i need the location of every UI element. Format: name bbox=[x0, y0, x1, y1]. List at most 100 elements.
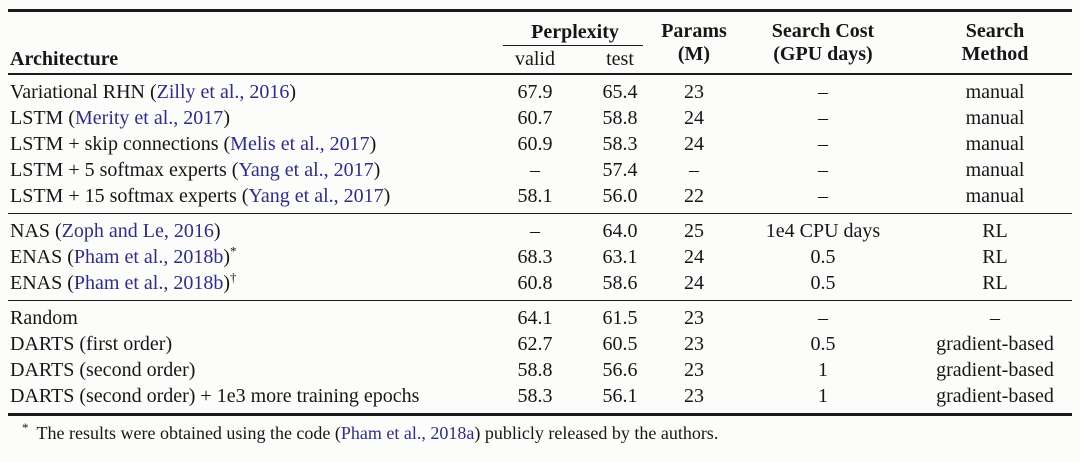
search-method-cell: manual bbox=[965, 185, 1025, 207]
col-header-architecture: Architecture bbox=[10, 48, 119, 70]
valid-perplexity-cell: 64.1 bbox=[517, 307, 553, 329]
static-text: ) bbox=[373, 159, 381, 181]
search-cost-cell: – bbox=[818, 159, 828, 181]
static-text: NAS ( bbox=[10, 220, 62, 242]
test-perplexity-cell: 56.1 bbox=[602, 385, 638, 407]
static-text: DARTS (second order) + 1e3 more training… bbox=[10, 385, 420, 407]
col-header-test: test bbox=[606, 48, 634, 70]
params-cell: 25 bbox=[684, 220, 704, 242]
table-row: DARTS (second order) 58.8 56.6 23 1 gradient-… bbox=[8, 357, 1072, 383]
search-method-cell: – bbox=[990, 307, 1000, 329]
test-perplexity-cell: 65.4 bbox=[602, 81, 638, 103]
search-cost-label-line2: (GPU days) bbox=[773, 42, 873, 65]
col-header-params: Params (M) bbox=[660, 11, 728, 75]
citation-link[interactable]: Yang et al., 2017 bbox=[248, 185, 384, 207]
architecture-cell: DARTS (second order) bbox=[8, 357, 490, 383]
citation-link[interactable]: Merity et al., 2017 bbox=[75, 107, 224, 129]
params-cell: 23 bbox=[684, 359, 704, 381]
valid-perplexity-cell: 67.9 bbox=[517, 81, 553, 103]
test-perplexity-cell: 58.3 bbox=[602, 133, 638, 155]
static-text: DARTS (first order) bbox=[10, 333, 173, 355]
table-row: DARTS (second order) + 1e3 more training… bbox=[8, 383, 1072, 415]
test-perplexity-cell: 60.5 bbox=[602, 333, 638, 355]
architecture-cell: LSTM (Merity et al., 2017) bbox=[8, 105, 490, 131]
table-row: LSTM (Merity et al., 2017) 60.7 58.8 24 – man… bbox=[8, 105, 1072, 131]
architecture-cell: LSTM + skip connections (Melis et al., 2… bbox=[8, 131, 490, 157]
footnote-reference-marker: * bbox=[230, 243, 237, 259]
citation-link[interactable]: Pham et al., 2018b bbox=[73, 246, 224, 268]
static-text: ) bbox=[383, 185, 391, 207]
col-header-valid: valid bbox=[515, 48, 555, 70]
architecture-cell: Random bbox=[8, 301, 490, 332]
search-method-cell: manual bbox=[965, 81, 1025, 103]
valid-perplexity-cell: 60.8 bbox=[517, 272, 553, 294]
params-label-line1: Params bbox=[661, 19, 727, 42]
valid-perplexity-cell: – bbox=[530, 220, 540, 242]
params-cell: 24 bbox=[684, 107, 704, 129]
params-cell: 22 bbox=[684, 185, 704, 207]
table-group-1: Variational RHN (Zilly et al., 2016) 67.9… bbox=[8, 74, 1072, 214]
params-cell: – bbox=[689, 159, 699, 181]
static-text: LSTM + skip connections ( bbox=[10, 133, 231, 155]
params-cell: 23 bbox=[684, 385, 704, 407]
params-cell: 24 bbox=[684, 246, 704, 268]
citation-link[interactable]: Zilly et al., 2016 bbox=[156, 81, 290, 103]
static-text: The results were obtained using the code… bbox=[36, 423, 341, 443]
paper-page: Architecture Perplexity Params (M) Searc… bbox=[0, 9, 1080, 462]
static-text: ) bbox=[369, 133, 377, 155]
test-perplexity-cell: 58.8 bbox=[602, 107, 638, 129]
search-cost-label-line1: Search Cost bbox=[771, 19, 875, 42]
search-method-cell: RL bbox=[982, 272, 1008, 294]
search-cost-cell: 1e4 CPU days bbox=[765, 220, 881, 242]
static-text: ENAS ( bbox=[10, 246, 74, 268]
valid-perplexity-cell: 58.3 bbox=[517, 385, 553, 407]
valid-perplexity-cell: 62.7 bbox=[517, 333, 553, 355]
architecture-cell: Variational RHN (Zilly et al., 2016) bbox=[8, 74, 490, 105]
test-perplexity-cell: 56.0 bbox=[602, 185, 638, 207]
valid-perplexity-cell: 60.9 bbox=[517, 133, 553, 155]
search-cost-cell: – bbox=[818, 185, 828, 207]
valid-perplexity-cell: 60.7 bbox=[517, 107, 553, 129]
citation-link[interactable]: Zoph and Le, 2016 bbox=[61, 220, 214, 242]
valid-perplexity-cell: – bbox=[530, 159, 540, 181]
architecture-cell: NAS (Zoph and Le, 2016) bbox=[8, 214, 490, 245]
search-method-label-line2: Method bbox=[961, 42, 1029, 65]
test-perplexity-cell: 57.4 bbox=[602, 159, 638, 181]
params-cell: 23 bbox=[684, 307, 704, 329]
static-text: ENAS ( bbox=[10, 272, 74, 294]
params-cell: 24 bbox=[684, 272, 704, 294]
table-row: LSTM + skip connections (Melis et al., 2… bbox=[8, 131, 1072, 157]
citation-link[interactable]: Pham et al., 2018b bbox=[73, 272, 224, 294]
table-row: Variational RHN (Zilly et al., 2016) 67.9… bbox=[8, 74, 1072, 105]
table-group-3: Random 64.1 61.5 23 – – DARTS (first order) 62.… bbox=[8, 300, 1072, 415]
citation-link[interactable]: Pham et al., 2018a bbox=[340, 423, 475, 443]
static-text: Random bbox=[10, 307, 78, 329]
architecture-cell: DARTS (first order) bbox=[8, 331, 490, 357]
test-perplexity-cell: 58.6 bbox=[602, 272, 638, 294]
perplexity-label: Perplexity bbox=[531, 21, 619, 43]
valid-perplexity-cell: 68.3 bbox=[517, 246, 553, 268]
col-header-search-method: Search Method bbox=[918, 11, 1072, 75]
search-cost-cell: 0.5 bbox=[810, 272, 836, 294]
table-row: NAS (Zoph and Le, 2016) – 64.0 25 1e4 CPU da… bbox=[8, 214, 1072, 245]
architecture-cell: LSTM + 15 softmax experts (Yang et al., … bbox=[8, 183, 490, 214]
test-perplexity-cell: 56.6 bbox=[602, 359, 638, 381]
search-cost-cell: – bbox=[818, 133, 828, 155]
static-text: LSTM ( bbox=[10, 107, 75, 129]
static-text: ) bbox=[223, 246, 230, 268]
static-text: ) bbox=[223, 272, 230, 294]
table-row: DARTS (first order) 62.7 60.5 23 0.5 gradient… bbox=[8, 331, 1072, 357]
search-cost-cell: 1 bbox=[818, 359, 828, 381]
table-row: ENAS (Pham et al., 2018b)† 60.8 58.6 24 0.5 R… bbox=[8, 270, 1072, 301]
architecture-cell: LSTM + 5 softmax experts (Yang et al., 2… bbox=[8, 157, 490, 183]
search-method-cell: manual bbox=[965, 159, 1025, 181]
search-method-cell: manual bbox=[965, 133, 1025, 155]
citation-link[interactable]: Yang et al., 2017 bbox=[238, 159, 374, 181]
search-cost-cell: – bbox=[818, 81, 828, 103]
citation-link[interactable]: Melis et al., 2017 bbox=[230, 133, 370, 155]
params-cell: 23 bbox=[684, 333, 704, 355]
params-cell: 23 bbox=[684, 81, 704, 103]
search-method-cell: gradient-based bbox=[936, 359, 1054, 381]
search-cost-cell: 0.5 bbox=[810, 246, 836, 268]
footnote-reference-marker: † bbox=[230, 269, 237, 285]
